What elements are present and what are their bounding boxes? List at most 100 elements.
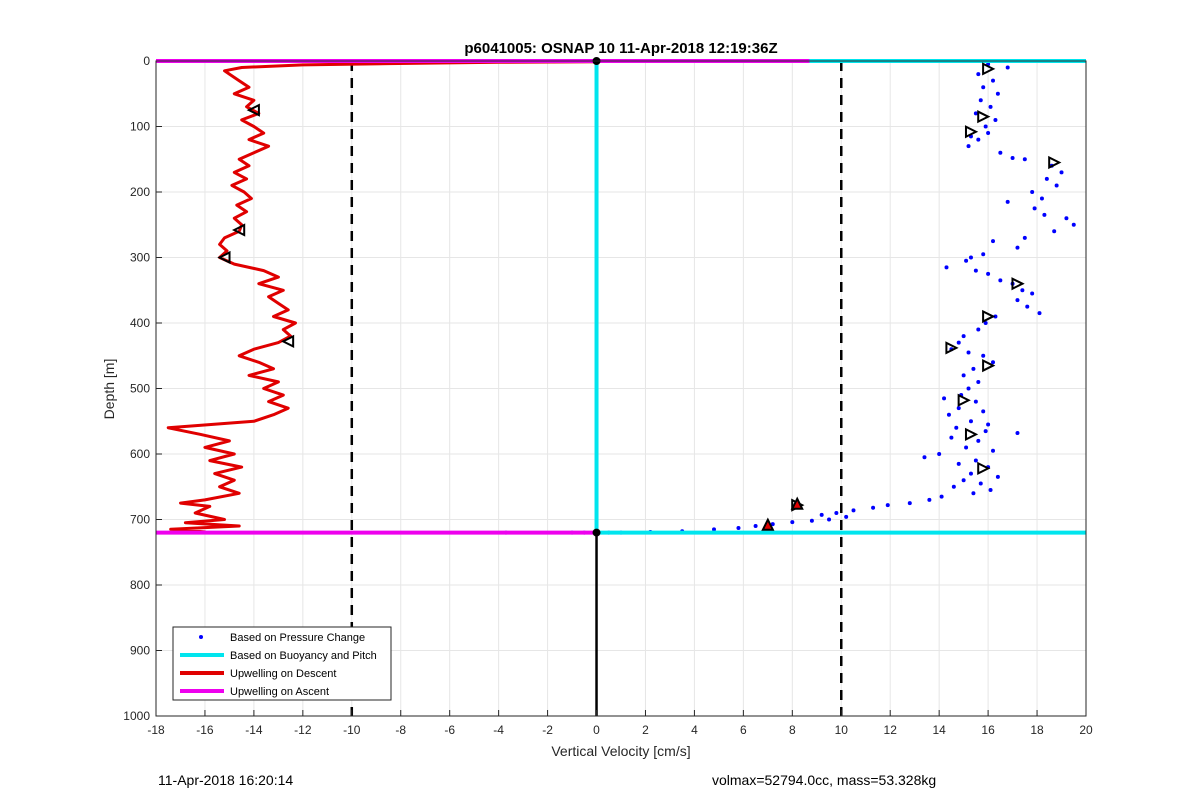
pressure-change-point	[968, 471, 973, 476]
pressure-change-point	[1032, 206, 1037, 211]
x-tick-label: -8	[395, 723, 406, 737]
pressure-change-point	[966, 386, 971, 391]
pressure-change-point	[819, 512, 824, 517]
y-tick-label: 200	[130, 185, 150, 199]
legend-entries: Based on Pressure Change Based on Buoyanc…	[180, 632, 377, 698]
y-tick-label: 400	[130, 316, 150, 330]
pressure-change-point	[978, 481, 983, 486]
x-tick-label: -14	[245, 723, 263, 737]
x-tick-label: -6	[444, 723, 455, 737]
legend: Based on Pressure Change Based on Buoyanc…	[172, 626, 392, 701]
pressure-change-point	[946, 412, 951, 417]
y-tick-label: 0	[143, 54, 150, 68]
x-tick-label: -18	[147, 723, 165, 737]
pressure-change-point	[976, 327, 981, 332]
pressure-change-point	[1015, 245, 1020, 250]
legend-label: Based on Pressure Change	[230, 632, 365, 644]
x-tick-label: 8	[789, 723, 796, 737]
y-tick-label: 700	[130, 513, 150, 527]
legend-label: Upwelling on Descent	[230, 668, 336, 680]
pressure-change-point	[1010, 155, 1015, 160]
ascent-triangle-marker	[964, 125, 979, 139]
descent-triangle-marker	[280, 334, 295, 348]
pressure-change-point	[954, 425, 959, 430]
pressure-change-point	[1030, 291, 1035, 296]
pressure-change-point	[971, 491, 976, 496]
x-tick-label: -12	[294, 723, 312, 737]
surface-dot-marker	[592, 528, 601, 537]
pressure-change-point	[993, 117, 998, 122]
reference-lines	[350, 61, 843, 716]
pressure-change-point	[993, 314, 998, 319]
pressure-change-point	[991, 78, 995, 83]
x-tick-label: -10	[343, 723, 361, 737]
ascent-triangle-marker	[1011, 277, 1025, 291]
x-axis-label: Vertical Velocity [cm/s]	[551, 743, 690, 759]
x-tick-label: -2	[542, 723, 553, 737]
y-tick-label: 800	[130, 578, 150, 592]
pressure-change-point	[964, 258, 969, 263]
pressure-change-point	[983, 124, 988, 129]
pressure-change-point	[939, 494, 944, 499]
pressure-change-point	[1005, 199, 1010, 204]
x-tick-label: 18	[1030, 723, 1044, 737]
pressure-change-point	[834, 510, 839, 515]
pressure-change-point	[1015, 431, 1020, 436]
x-tick-label: -4	[493, 723, 504, 737]
pressure-change-point	[907, 501, 912, 506]
pressure-change-point	[973, 268, 978, 273]
pressure-change-point	[961, 373, 966, 378]
y-tick-label: 300	[130, 251, 150, 265]
legend-label: Upwelling on Ascent	[230, 686, 329, 698]
pressure-change-point	[978, 98, 983, 103]
pressure-change-point	[753, 524, 758, 529]
pressure-change-point	[968, 419, 973, 424]
pressure-change-point	[988, 488, 993, 493]
pressure-change-point	[966, 144, 971, 149]
pressure-change-point	[981, 353, 986, 358]
pressure-change-point	[942, 396, 947, 401]
pressure-change-point	[1022, 235, 1027, 240]
pressure-change-point	[1005, 65, 1010, 70]
ascent-triangle-marker	[982, 62, 996, 76]
pressure-change-point	[976, 438, 981, 443]
y-tick-label: 900	[130, 644, 150, 658]
pressure-change-point	[961, 478, 966, 483]
x-tick-label: 12	[884, 723, 898, 737]
x-tick-label: 20	[1079, 723, 1093, 737]
pressure-change-point	[1037, 311, 1042, 316]
pressure-change-point	[1044, 176, 1049, 181]
descent-triangle-marker	[246, 103, 260, 117]
pressure-change-point	[986, 131, 991, 136]
ascent-triangle-marker	[982, 309, 996, 324]
pressure-change-point	[961, 334, 966, 339]
pressure-change-point	[986, 271, 991, 276]
pressure-change-point	[1071, 222, 1076, 227]
pressure-change-point	[971, 366, 976, 371]
pressure-change-point	[927, 497, 932, 502]
pressure-change-point	[968, 255, 973, 260]
ascent-triangle-marker	[964, 427, 979, 441]
pressure-change-point	[871, 505, 876, 510]
y-axis-label: Depth [m]	[101, 359, 117, 420]
pressure-change-point	[976, 137, 981, 142]
pressure-change-point	[973, 111, 978, 116]
pressure-change-point	[966, 350, 971, 355]
x-tick-label: 16	[981, 723, 995, 737]
pressure-change-point	[937, 452, 942, 456]
x-tick-label: 6	[740, 723, 747, 737]
x-tick-label: -16	[196, 723, 214, 737]
pressure-change-point	[986, 422, 991, 427]
pressure-change-point	[998, 150, 1003, 155]
pressure-change-point	[991, 239, 995, 244]
pressure-change-point	[956, 406, 961, 411]
chart-title: p6041005: OSNAP 10 11-Apr-2018 12:19:36Z	[464, 40, 777, 57]
pressure-change-point	[944, 265, 949, 270]
pressure-change-point	[827, 517, 832, 522]
x-tick-label: 10	[835, 723, 849, 737]
legend-label: Based on Buoyancy and Pitch	[230, 650, 377, 662]
pressure-change-point	[712, 527, 716, 532]
ascent-triangle-marker	[945, 341, 959, 355]
pressure-change-point	[1025, 304, 1030, 309]
pressure-change-point	[991, 360, 995, 365]
